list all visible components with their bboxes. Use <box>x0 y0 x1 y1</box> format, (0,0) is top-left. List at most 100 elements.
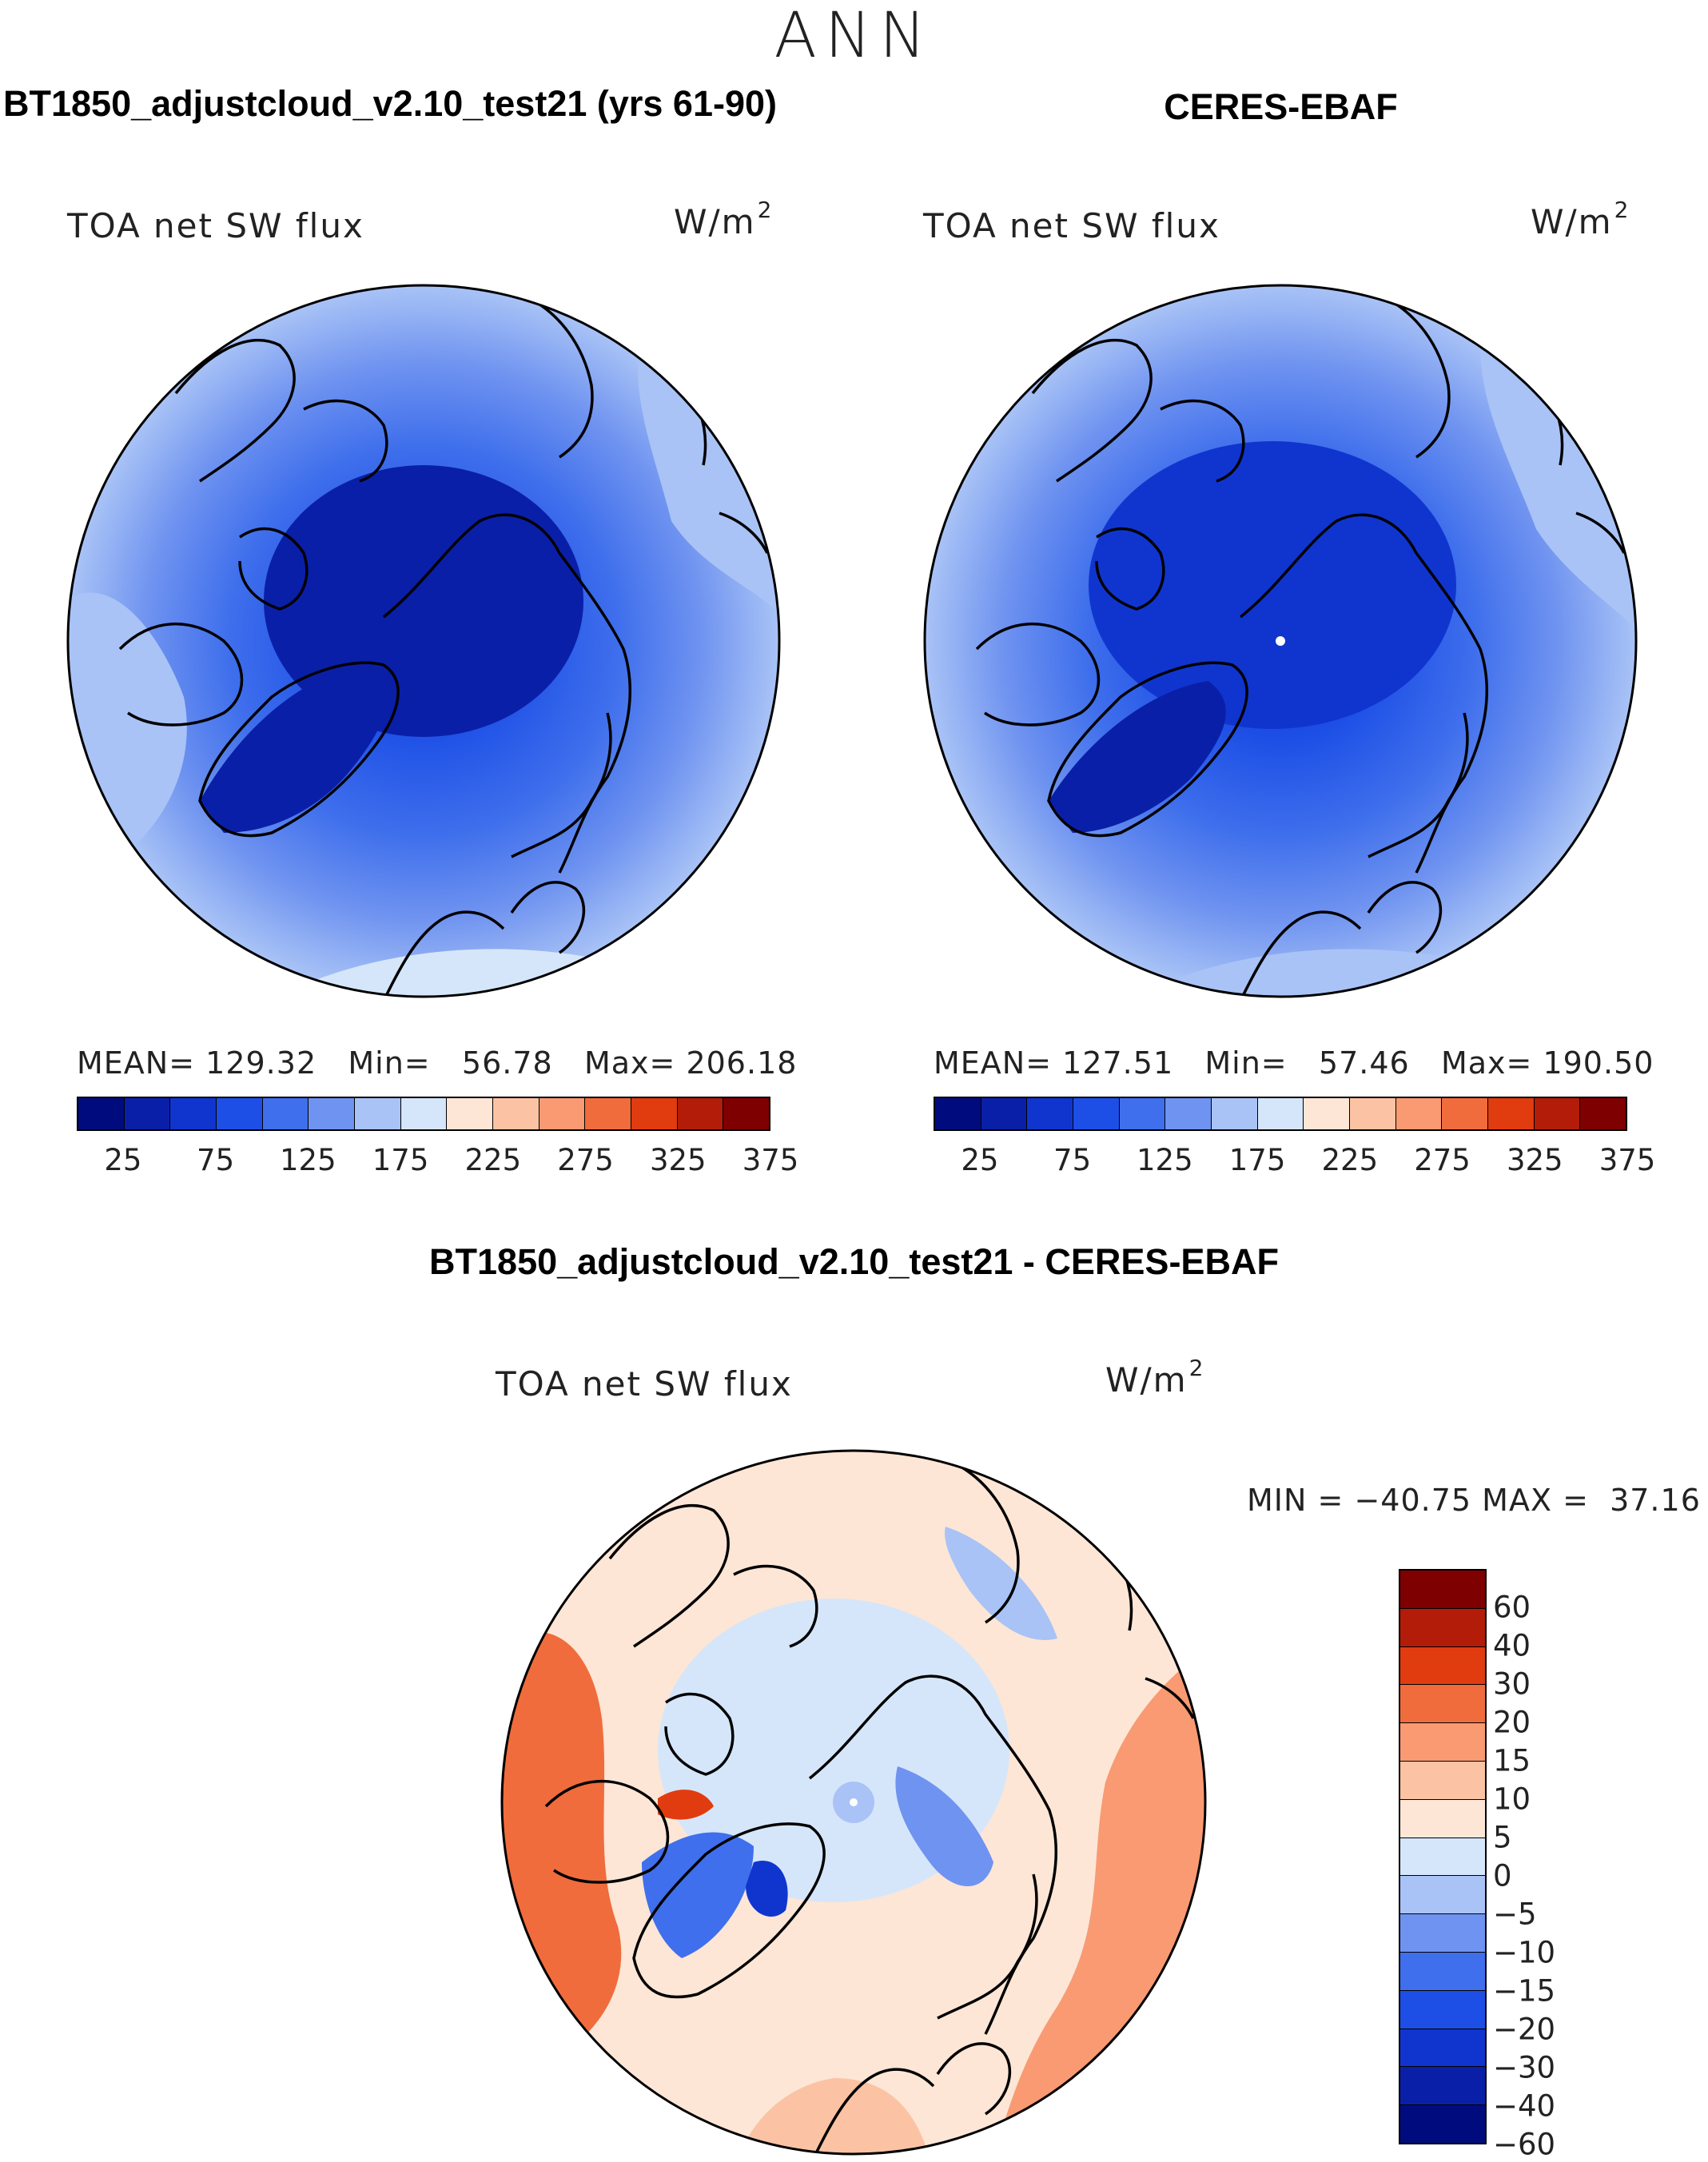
colorbar-swatch <box>1400 2029 1485 2068</box>
colorbar-swatch <box>493 1098 539 1129</box>
mean-label: MEAN= <box>934 1045 1053 1081</box>
colorbar-swatch <box>1400 1799 1485 1838</box>
diff-units: W/m2 <box>1105 1355 1205 1400</box>
min-value: 57.46 <box>1318 1045 1410 1081</box>
panel-1-stats: MEAN= 129.32 Min= 56.78 Max= 206.18 <box>77 1045 797 1081</box>
colorbar-swatch <box>1580 1098 1626 1129</box>
colorbar-swatch <box>1400 1646 1485 1686</box>
light-region-east <box>638 345 779 617</box>
colorbar-swatch <box>1534 1098 1581 1129</box>
panel-2-colorbar <box>934 1097 1627 1131</box>
season-label: ANN <box>774 0 934 72</box>
colorbar-tick-label: 5 <box>1493 1820 1512 1855</box>
colorbar-tick-label: 75 <box>1053 1143 1092 1177</box>
max-value: 206.18 <box>686 1045 798 1081</box>
colorbar-tick-label: 0 <box>1493 1858 1512 1893</box>
diff-colorbar <box>1399 1569 1487 2144</box>
min-value: 56.78 <box>461 1045 553 1081</box>
colorbar-swatch <box>1400 1990 1485 2029</box>
colorbar-tick-label: −60 <box>1493 2127 1556 2162</box>
colorbar-swatch <box>124 1098 171 1129</box>
panel-1-map-label: TOA net SW flux <box>67 206 364 245</box>
min-label: MIN = <box>1247 1483 1344 1518</box>
pole-marker <box>850 1798 858 1806</box>
colorbar-swatch <box>400 1098 448 1129</box>
colorbar-swatch <box>1400 1952 1485 1991</box>
positive-bias-archipelago <box>658 1790 714 1820</box>
ice-cap-low-flux <box>264 465 583 737</box>
colorbar-swatch <box>170 1098 217 1129</box>
colorbar-tick-label: 75 <box>197 1143 235 1177</box>
min-value: −40.75 <box>1354 1483 1472 1518</box>
colorbar-tick-label: −20 <box>1493 2012 1556 2047</box>
colorbar-swatch <box>1304 1098 1351 1129</box>
colorbar-tick-label: 225 <box>464 1143 522 1177</box>
panel-1-title: BT1850_adjustcloud_v2.10_test21 (yrs 61-… <box>3 83 778 124</box>
diff-title: BT1850_adjustcloud_v2.10_test21 - CERES-… <box>429 1241 1279 1282</box>
colorbar-swatch <box>262 1098 309 1129</box>
panel-1-units: W/m2 <box>674 197 774 241</box>
colorbar-tick-label: 375 <box>1599 1143 1656 1177</box>
colorbar-swatch <box>585 1098 632 1129</box>
panel-2-title: CERES-EBAF <box>1164 86 1398 127</box>
pole-marker <box>1276 636 1285 646</box>
colorbar-tick-label: 20 <box>1493 1705 1531 1740</box>
panel-1-colorbar-ticks: 25 75 125 175 225 275 325 375 <box>77 1143 798 1178</box>
colorbar-tick-label: 275 <box>557 1143 614 1177</box>
colorbar-swatch <box>981 1098 1028 1129</box>
panel-2-units: W/m2 <box>1531 197 1630 241</box>
colorbar-swatch <box>677 1098 724 1129</box>
colorbar-swatch <box>1400 1838 1485 1877</box>
negative-bias-north <box>945 1527 1057 1640</box>
light-region-east <box>1480 345 1636 633</box>
colorbar-tick-label: 25 <box>104 1143 142 1177</box>
coastlines <box>544 1461 1195 2154</box>
max-label: Max= <box>1440 1045 1533 1081</box>
colorbar-swatch <box>78 1098 125 1129</box>
colorbar-tick-label: 125 <box>280 1143 336 1177</box>
mean-label: MEAN= <box>77 1045 196 1081</box>
colorbar-swatch <box>1350 1098 1396 1129</box>
colorbar-swatch <box>1165 1098 1212 1129</box>
colorbar-swatch <box>723 1098 770 1129</box>
colorbar-swatch <box>631 1098 678 1129</box>
mean-value: 129.32 <box>205 1045 317 1081</box>
colorbar-swatch <box>935 1098 981 1129</box>
colorbar-swatch <box>1119 1098 1166 1129</box>
colorbar-tick-label: 275 <box>1414 1143 1471 1177</box>
mean-value: 127.51 <box>1062 1045 1174 1081</box>
greenland-low-flux <box>1049 681 1226 833</box>
coastlines <box>975 296 1626 997</box>
colorbar-swatch <box>1212 1098 1258 1129</box>
colorbar-tick-label: 175 <box>1228 1143 1286 1177</box>
colorbar-swatch <box>447 1098 494 1129</box>
min-label: Min= <box>1204 1045 1288 1081</box>
colorbar-tick-label: −10 <box>1493 1935 1556 1970</box>
colorbar-tick-label: 125 <box>1137 1143 1193 1177</box>
colorbar-tick-label: −30 <box>1493 2050 1556 2085</box>
panel-2-colorbar-ticks: 25 75 125 175 225 275 325 375 <box>934 1143 1655 1178</box>
panel-1-polar-map <box>66 284 781 998</box>
diff-polar-map <box>500 1449 1207 2156</box>
colorbar-tick-label: 15 <box>1493 1743 1531 1778</box>
max-value: 37.16 <box>1610 1483 1701 1518</box>
colorbar-swatch <box>217 1098 263 1129</box>
diff-colorbar-labels: 60 40 30 20 15 10 5 0 −5 −10 −15 −20 −30 −40 −60 <box>1493 1569 1605 2162</box>
colorbar-tick-label: 325 <box>1506 1143 1563 1177</box>
negative-bias-east-arctic <box>895 1766 993 1886</box>
max-value: 190.50 <box>1543 1045 1654 1081</box>
colorbar-swatch <box>1488 1098 1535 1129</box>
colorbar-swatch <box>1027 1098 1074 1129</box>
panel-2-stats: MEAN= 127.51 Min= 57.46 Max= 190.50 <box>934 1045 1654 1081</box>
max-label: Max= <box>583 1045 676 1081</box>
colorbar-tick-label: 175 <box>372 1143 429 1177</box>
colorbar-swatch <box>355 1098 401 1129</box>
colorbar-tick-label: 225 <box>1321 1143 1379 1177</box>
colorbar-swatch <box>1400 1571 1485 1609</box>
colorbar-tick-label: 325 <box>649 1143 707 1177</box>
colorbar-swatch <box>1400 1685 1485 1724</box>
panel-1-colorbar <box>77 1097 770 1131</box>
min-label: Min= <box>348 1045 431 1081</box>
colorbar-swatch <box>1257 1098 1304 1129</box>
colorbar-tick-label: 60 <box>1493 1590 1531 1625</box>
